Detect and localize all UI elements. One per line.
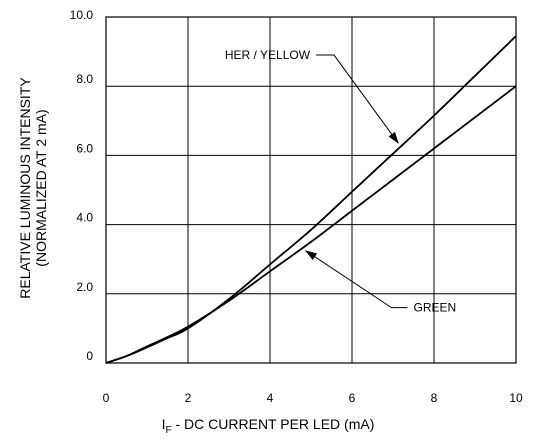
- y-axis-label: RELATIVE LUMINOUS INTENSITY (NORMALIZED …: [8, 38, 58, 338]
- x-tick-label: 2: [185, 391, 192, 405]
- y-tick-label: 10.0: [70, 8, 94, 22]
- annotation-label-0: HER / YELLOW: [225, 48, 311, 62]
- x-axis-label-rest: - DC CURRENT PER LED (mA): [171, 416, 375, 432]
- tick-labels: 0 2 4 6 8 10 0 2.0 4.0 6.0 8.0 10.0: [70, 8, 523, 405]
- y-tick-label: 2.0: [76, 280, 93, 294]
- y-axis-label-line2: (NORMALIZED AT 2 mA): [33, 109, 49, 267]
- y-tick-label: 4.0: [76, 211, 93, 225]
- x-axis-label-prefix: I: [161, 416, 166, 432]
- series-line-0: [105, 35, 517, 364]
- x-tick-label: 6: [349, 391, 356, 405]
- y-tick-label: 0: [86, 349, 93, 363]
- x-tick-label: 10: [509, 391, 523, 405]
- y-tick-label: 6.0: [76, 141, 93, 155]
- x-axis-label: IF - DC CURRENT PER LED (mA): [0, 416, 536, 436]
- x-axis-label-subscript: F: [165, 424, 172, 436]
- x-tick-label: 4: [267, 391, 274, 405]
- series-lines: [105, 35, 517, 364]
- x-tick-label: 8: [431, 391, 438, 405]
- annotation-arrow-0: [316, 54, 399, 144]
- annotation-label-1: GREEN: [414, 301, 457, 315]
- annotation-arrow-1: [304, 250, 408, 309]
- y-tick-label: 8.0: [76, 72, 93, 86]
- x-tick-label: 0: [103, 391, 110, 405]
- series-line-1: [105, 85, 517, 364]
- plot-frame: [105, 16, 517, 364]
- y-axis-label-line1: RELATIVE LUMINOUS INTENSITY: [17, 77, 33, 299]
- annotations: HER / YELLOW GREEN: [225, 48, 456, 315]
- grid: [105, 16, 517, 364]
